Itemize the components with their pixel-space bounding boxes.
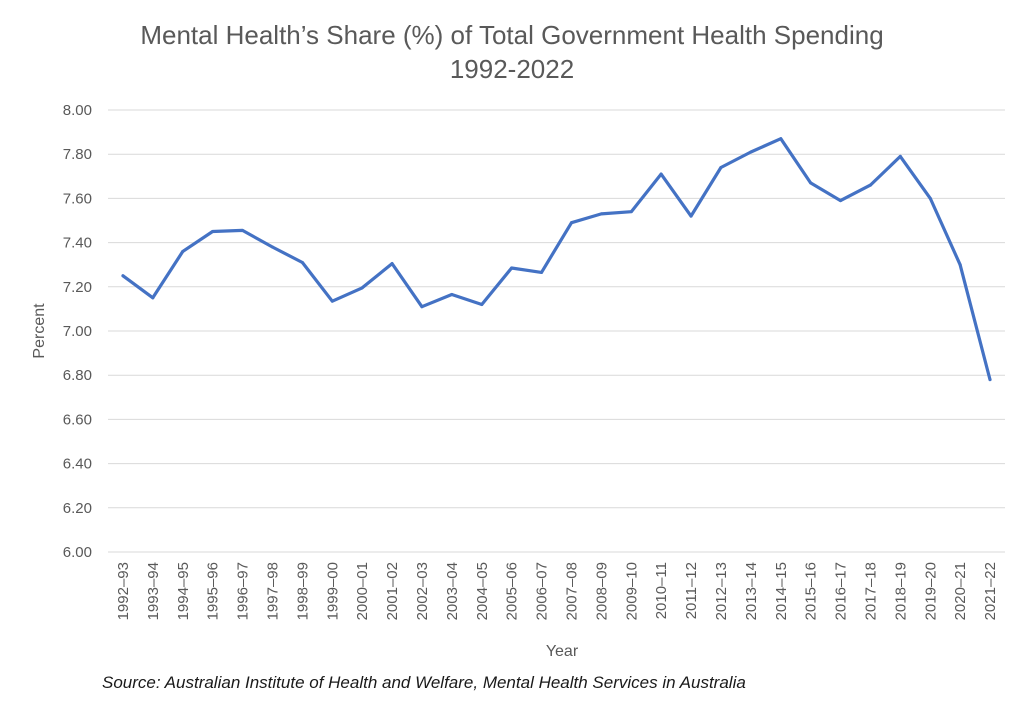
x-tick-label: 2009–10 [623, 562, 640, 620]
y-axis-ticks: 6.00 6.20 6.40 6.60 6.80 7.00 7.20 7.40 7.60 7.80… [63, 102, 92, 561]
x-tick-label: 2010–11 [653, 562, 670, 619]
data-point [719, 165, 723, 169]
y-tick-label: 6.00 [63, 544, 92, 561]
x-tick-label: 2019–20 [922, 562, 939, 620]
data-point [540, 270, 544, 274]
y-tick-label: 7.20 [63, 279, 92, 296]
data-point [300, 260, 304, 264]
y-tick-label: 6.40 [63, 456, 92, 473]
x-tick-label: 1992–93 [115, 562, 132, 620]
gridlines [108, 109, 1005, 553]
x-axis-title: Year [546, 643, 579, 660]
x-tick-label: 1998–99 [294, 562, 311, 620]
x-tick-label: 2016–17 [833, 562, 850, 620]
data-point [241, 228, 245, 232]
data-point [988, 378, 992, 382]
x-tick-label: 2008–09 [593, 562, 610, 620]
data-point [121, 274, 125, 278]
data-point [898, 154, 902, 158]
x-tick-label: 2011–12 [683, 562, 700, 619]
y-tick-label: 7.00 [63, 323, 92, 340]
x-axis-ticks: 1992–93 1993–94 1994–95 1995–96 1996–97 1997–… [115, 562, 999, 620]
data-point [420, 305, 424, 309]
x-tick-label: 2013–14 [743, 562, 760, 620]
data-point [330, 299, 334, 303]
chart-title-main: Mental Health’s Share (%) of Total Gover… [140, 20, 884, 50]
data-point [181, 249, 185, 253]
x-tick-label: 1996–97 [235, 562, 252, 620]
x-tick-label: 1994–95 [175, 562, 192, 620]
data-point [450, 293, 454, 297]
y-tick-label: 7.60 [63, 190, 92, 207]
data-point [480, 302, 484, 306]
data-point [629, 210, 633, 214]
x-tick-label: 2015–16 [803, 562, 820, 620]
y-tick-label: 6.60 [63, 411, 92, 428]
y-tick-label: 7.80 [63, 146, 92, 163]
data-point [749, 150, 753, 154]
data-point [599, 212, 603, 216]
x-tick-label: 2001–02 [384, 562, 401, 620]
source-note: Source: Australian Institute of Health a… [102, 673, 746, 692]
y-tick-label: 8.00 [63, 102, 92, 119]
x-tick-label: 1993–94 [145, 562, 162, 620]
x-tick-label: 2002–03 [414, 562, 431, 620]
y-tick-label: 6.80 [63, 367, 92, 384]
x-tick-label: 2014–15 [773, 562, 790, 620]
data-point [809, 181, 813, 185]
data-point [659, 172, 663, 176]
data-point [510, 266, 514, 270]
data-point [839, 199, 843, 203]
data-point [868, 183, 872, 187]
data-point [928, 196, 932, 200]
x-tick-label: 2000–01 [354, 562, 371, 620]
chart-title: Mental Health’s Share (%) of Total Gover… [0, 18, 1024, 86]
x-tick-label: 2004–05 [474, 562, 491, 620]
y-tick-label: 6.20 [63, 500, 92, 517]
x-tick-label: 2018–19 [892, 562, 909, 620]
data-point [958, 263, 962, 267]
data-point [270, 245, 274, 249]
y-tick-label: 7.40 [63, 235, 92, 252]
y-axis-title: Percent [31, 303, 48, 359]
x-tick-label: 2007–08 [563, 562, 580, 620]
series-line [121, 137, 992, 382]
data-point [151, 296, 155, 300]
x-tick-label: 2021–22 [982, 562, 999, 620]
x-tick-label: 1995–96 [205, 562, 222, 620]
data-point [779, 137, 783, 141]
data-point [569, 221, 573, 225]
x-tick-label: 2003–04 [444, 562, 461, 620]
x-tick-label: 2006–07 [534, 562, 551, 620]
chart-subtitle: 1992-2022 [449, 54, 575, 84]
data-point [689, 214, 693, 218]
data-point [360, 286, 364, 290]
series-layer [121, 137, 992, 382]
x-tick-label: 2012–13 [713, 562, 730, 620]
x-tick-label: 2005–06 [504, 562, 521, 620]
data-point [390, 262, 394, 266]
x-tick-label: 1997–98 [264, 562, 281, 620]
x-tick-label: 2020–21 [952, 562, 969, 620]
x-tick-label: 1999–00 [324, 562, 341, 620]
data-point [211, 230, 215, 234]
x-tick-label: 2017–18 [862, 562, 879, 620]
